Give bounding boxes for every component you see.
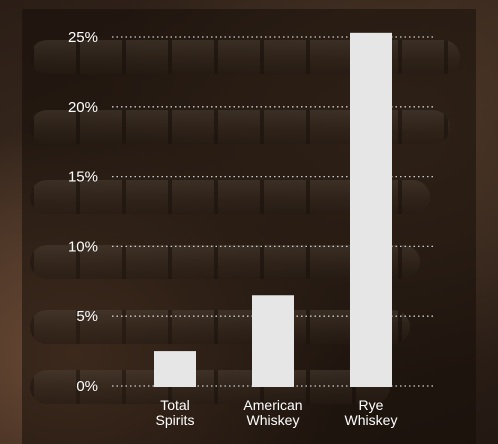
x-category-label: Whiskey [345,412,398,428]
bar [154,351,196,387]
chart-panel [22,9,476,444]
y-tick-label: 5% [76,308,98,325]
y-axis-tick-labels: 0% 5% 10% 15% 20% 25% [68,29,98,395]
y-tick-label: 20% [68,99,98,116]
bar [252,295,294,387]
y-tick-label: 25% [68,29,98,46]
y-tick-label: 15% [68,169,98,186]
bar [350,32,392,387]
bars [154,32,392,387]
x-category-label: Spirits [156,412,195,428]
x-category-label: American [243,397,302,413]
y-tick-label: 0% [76,378,98,395]
y-tick-label: 10% [68,238,98,255]
x-category-label: Whiskey [247,412,300,428]
x-category-label: Total [160,397,190,413]
x-category-label: Rye [359,397,384,413]
